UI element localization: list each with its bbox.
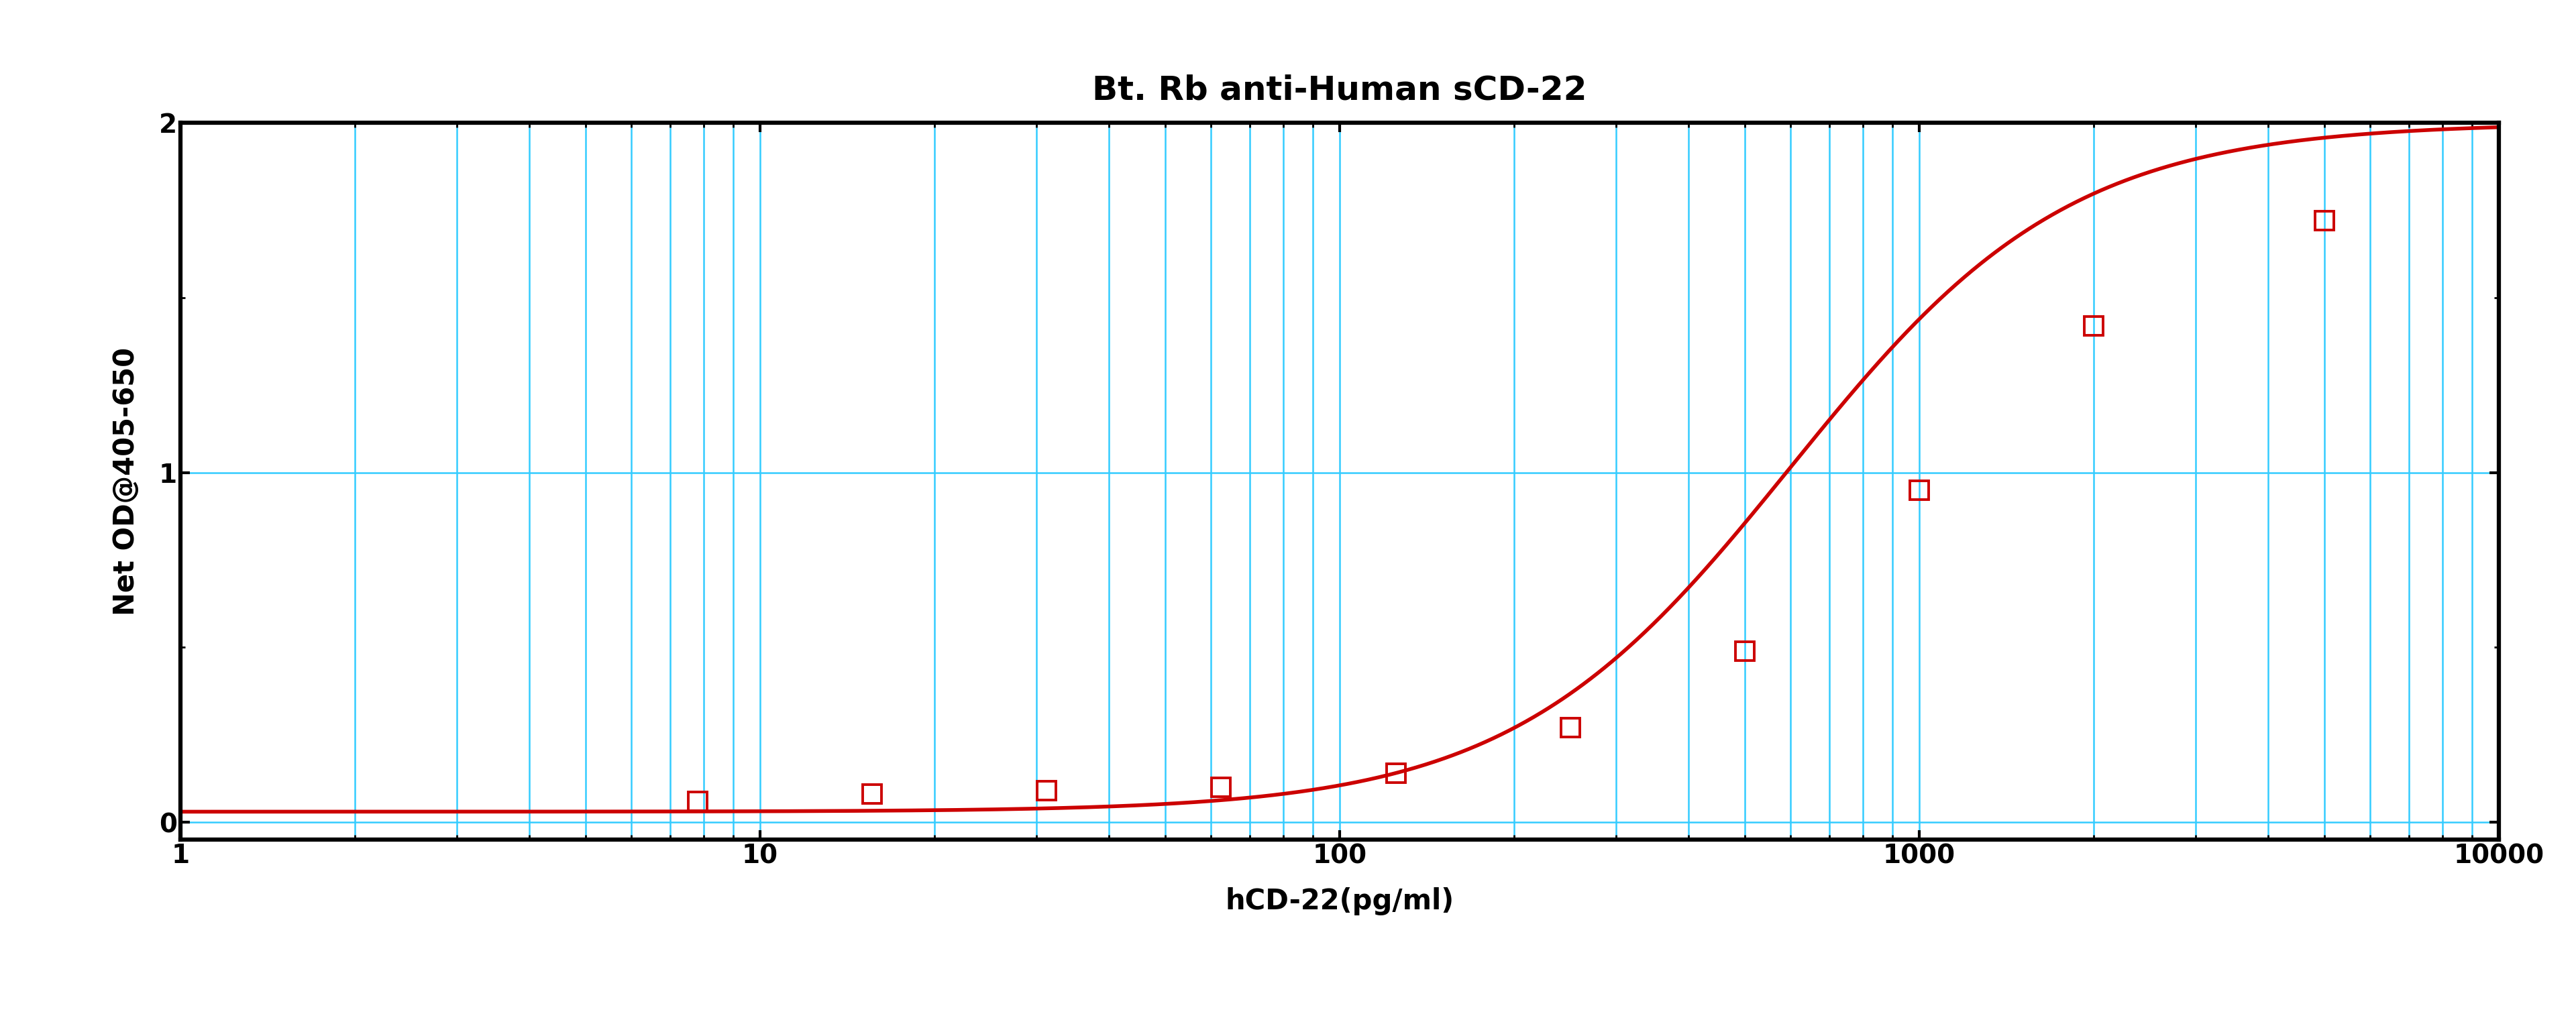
- X-axis label: hCD-22(pg/ml): hCD-22(pg/ml): [1226, 887, 1453, 915]
- Title: Bt. Rb anti-Human sCD-22: Bt. Rb anti-Human sCD-22: [1092, 74, 1587, 106]
- Y-axis label: Net OD@405-650: Net OD@405-650: [111, 347, 139, 615]
